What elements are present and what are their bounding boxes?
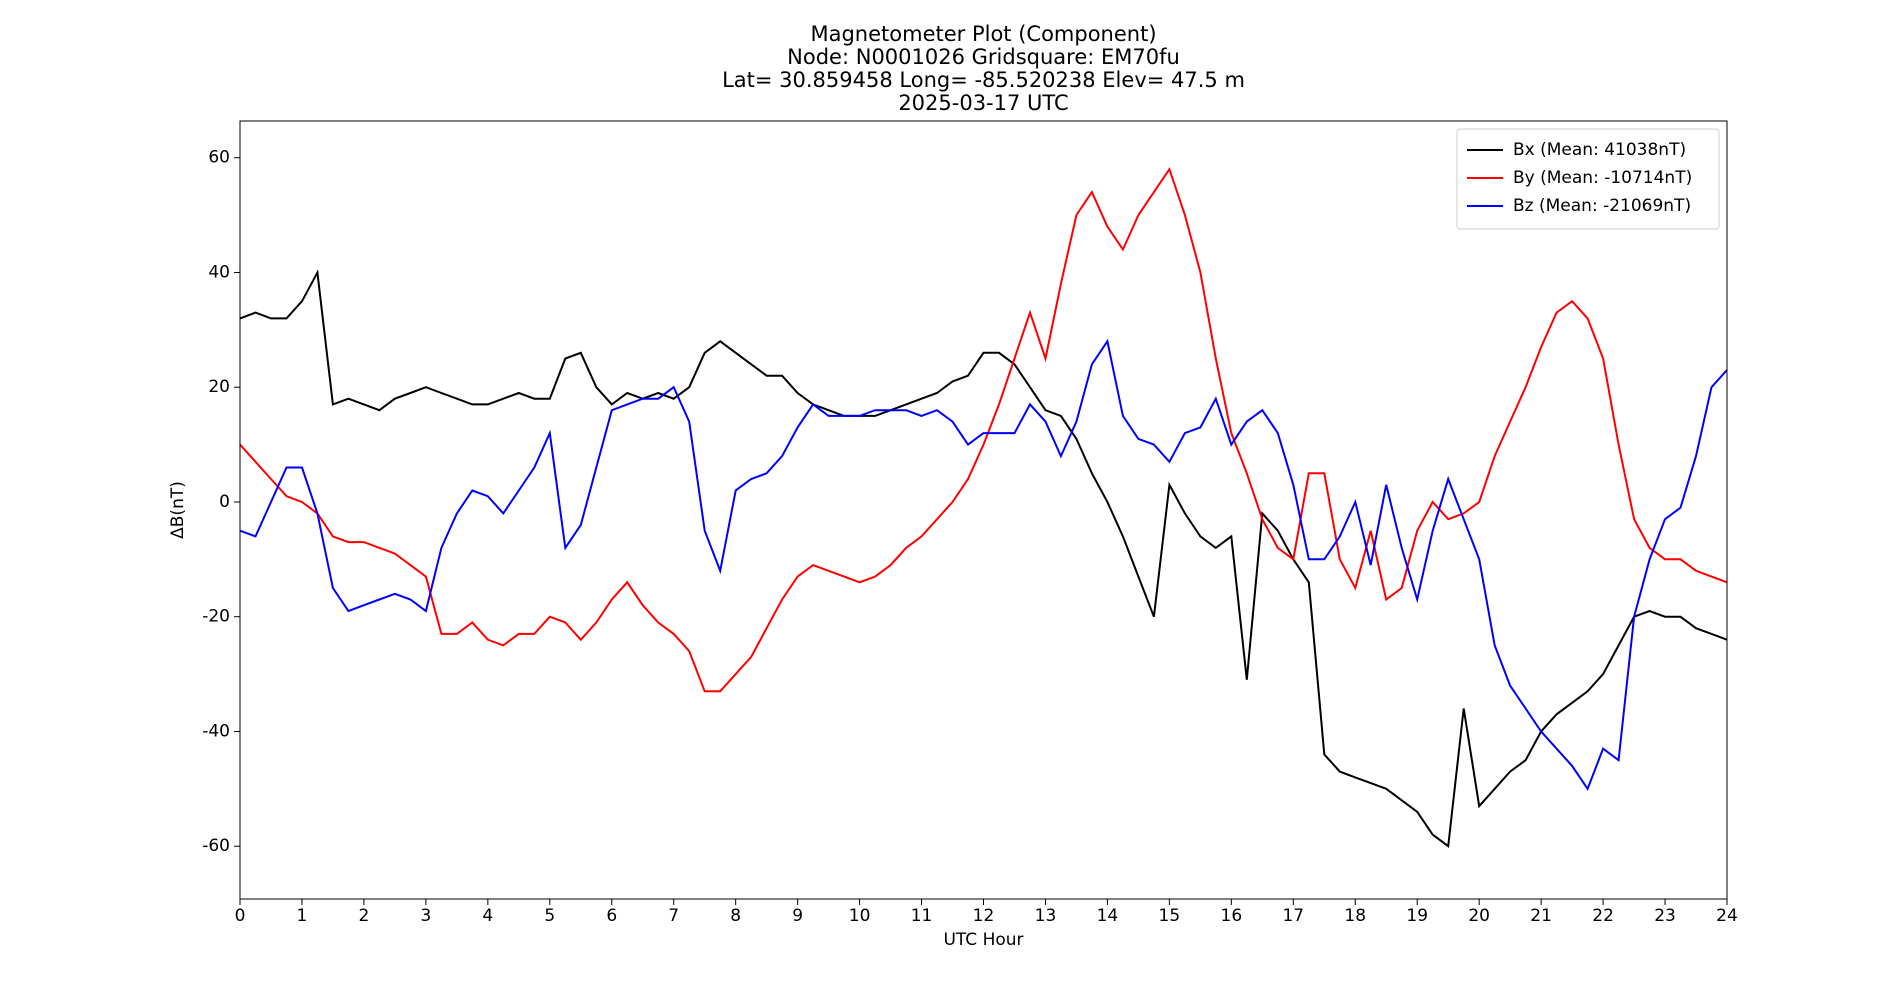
- chart-title: 2025-03-17 UTC: [898, 91, 1068, 115]
- x-tick-label: 21: [1530, 906, 1552, 926]
- x-tick-label: 0: [235, 906, 246, 926]
- x-tick-label: 6: [606, 906, 617, 926]
- legend-label: Bx (Mean: 41038nT): [1513, 140, 1686, 160]
- x-tick-label: 9: [792, 906, 803, 926]
- x-tick-label: 8: [730, 906, 741, 926]
- data-line: [239, 269, 1728, 849]
- x-tick-label: 17: [1282, 906, 1304, 926]
- x-tick-label: 19: [1406, 906, 1428, 926]
- x-tick-label: 3: [420, 906, 431, 926]
- legend-label: Bz (Mean: -21069nT): [1513, 196, 1691, 216]
- x-tick-label: 11: [911, 906, 933, 926]
- y-tick-label: -60: [202, 836, 230, 856]
- chart-title: Lat= 30.859458 Long= -85.520238 Elev= 47…: [722, 68, 1245, 92]
- x-tick-label: 1: [297, 906, 308, 926]
- legend-box: [1456, 128, 1720, 230]
- y-tick-label: 40: [208, 262, 230, 282]
- x-tick-label: 23: [1654, 906, 1676, 926]
- plot-frame: [239, 120, 1728, 900]
- x-tick-label: 24: [1716, 906, 1738, 926]
- chart-title: Node: N0001026 Gridsquare: EM70fu: [787, 45, 1180, 69]
- x-tick-label: 5: [544, 906, 555, 926]
- y-tick-label: 20: [208, 377, 230, 397]
- data-line: [239, 338, 1728, 791]
- y-tick-label: 0: [219, 492, 230, 512]
- x-tick-label: 2: [359, 906, 370, 926]
- x-tick-label: 4: [482, 906, 493, 926]
- y-tick-label: 60: [208, 148, 230, 168]
- data-line: [239, 166, 1728, 693]
- x-axis-label: UTC Hour: [943, 930, 1023, 950]
- y-tick-label: -20: [202, 607, 230, 627]
- x-tick-label: 20: [1468, 906, 1490, 926]
- y-axis-label: ΔB(nT): [168, 481, 188, 539]
- x-tick-label: 14: [1097, 906, 1119, 926]
- x-tick-label: 18: [1344, 906, 1366, 926]
- y-tick-label: -40: [202, 721, 230, 741]
- x-tick-label: 7: [668, 906, 679, 926]
- chart-title: Magnetometer Plot (Component): [810, 22, 1156, 46]
- x-tick-label: 13: [1035, 906, 1057, 926]
- x-tick-label: 10: [849, 906, 871, 926]
- x-tick-label: 15: [1159, 906, 1181, 926]
- x-tick-label: 16: [1221, 906, 1243, 926]
- legend-label: By (Mean: -10714nT): [1513, 168, 1692, 188]
- x-tick-label: 22: [1592, 906, 1614, 926]
- x-tick-label: 12: [973, 906, 995, 926]
